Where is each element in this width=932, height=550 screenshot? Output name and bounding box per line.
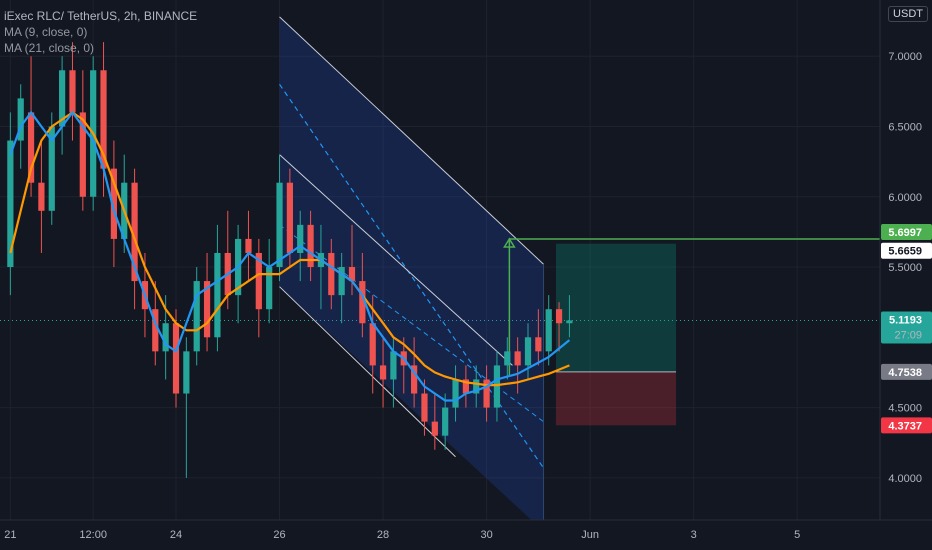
candle-body: [59, 70, 66, 127]
candle-body: [203, 281, 211, 338]
candle-body: [359, 281, 366, 324]
price-tag-entry: [881, 363, 932, 380]
x-tick-label: 24: [170, 529, 182, 541]
candle-body: [462, 379, 469, 394]
candle-body: [79, 112, 86, 197]
candle-body: [266, 267, 273, 310]
candle-body: [297, 224, 304, 253]
x-tick-label: 5: [794, 529, 800, 541]
chart-legend: iExec RLC/ TetherUS, 2h, BINANCE MA (9, …: [4, 8, 197, 56]
price-tag-label: 5.1193: [889, 315, 922, 327]
x-tick-label: 30: [480, 529, 492, 541]
candle-body: [493, 365, 501, 408]
price-axis-bg: [880, 0, 932, 550]
candle-body: [245, 238, 252, 253]
ma21-legend[interactable]: MA (21, close, 0): [4, 41, 95, 55]
candle-body: [504, 351, 511, 366]
candle-body: [38, 182, 45, 211]
candle-body: [7, 140, 14, 268]
candle-body: [172, 323, 180, 394]
price-tag-label: 5.6659: [888, 246, 922, 258]
candle-body: [442, 407, 449, 436]
x-tick-label: 26: [273, 529, 285, 541]
candle-body: [473, 379, 480, 394]
candle-body: [152, 309, 159, 352]
candle-body: [255, 252, 262, 310]
symbol-title[interactable]: iExec RLC/ TetherUS, 2h, BINANCE: [4, 9, 198, 23]
candle-body: [348, 267, 356, 282]
candle-body: [390, 351, 397, 380]
grid: [0, 0, 880, 520]
candle-body: [369, 323, 376, 366]
y-tick-label: 4.5000: [888, 403, 922, 415]
x-tick-label: 21: [4, 529, 16, 541]
candle-body: [110, 168, 117, 239]
candle-body: [421, 393, 428, 422]
candle-body: [452, 379, 459, 408]
y-tick-label: 4.0000: [888, 473, 922, 485]
y-tick-label: 7.0000: [888, 51, 922, 63]
candle-body: [379, 365, 387, 380]
channel-outer-top: [279, 16, 544, 265]
y-tick-label: 6.5000: [888, 121, 922, 133]
price-tag-label: 4.7538: [888, 367, 922, 379]
candle-body: [17, 98, 24, 141]
y-tick-label: 5.5000: [888, 262, 922, 274]
candle-body: [524, 337, 532, 366]
price-tag-last: [881, 311, 932, 344]
candle-body: [214, 252, 221, 338]
x-tick-label: 12:00: [79, 529, 107, 541]
y-tick-label: 6.0000: [888, 192, 922, 204]
moving-averages: [9, 110, 571, 402]
channel-inner-top: [279, 154, 513, 366]
candle-body: [514, 351, 521, 366]
regression-channels: [279, 16, 545, 532]
candle-body: [100, 70, 107, 169]
candle-body: [48, 126, 55, 211]
ma9-legend[interactable]: MA (9, close, 0): [4, 25, 88, 39]
currency-button[interactable]: USDT: [888, 6, 928, 22]
x-tick-label: 3: [691, 529, 697, 541]
target-zone: [555, 243, 677, 372]
long-position-tool[interactable]: [503, 237, 880, 426]
x-tick-label: Jun: [581, 529, 599, 541]
candle-body: [555, 309, 563, 324]
price-tag-target: [881, 223, 932, 240]
candle-body: [27, 112, 35, 183]
channel-inner-bottom: [279, 286, 456, 458]
ma9-line: [9, 110, 571, 402]
candle-body: [535, 337, 542, 352]
candle-body: [328, 252, 335, 296]
price-tag-label: 5.6997: [888, 227, 922, 239]
candle-body: [483, 379, 490, 408]
price-tags: 5.6997 5.6659 5.1193 27:09 4.7538 4.3737: [881, 223, 932, 434]
price-tag-label: 4.3737: [888, 420, 922, 432]
price-tag-stop: [881, 417, 932, 434]
candle-body: [69, 70, 76, 113]
stop-zone: [555, 371, 677, 426]
ma21-line: [9, 111, 570, 387]
countdown-label: 27:09: [894, 330, 922, 342]
arrow-head: [503, 237, 516, 248]
candle-body: [193, 281, 200, 352]
candle-body: [276, 182, 283, 268]
x-tick-label: 28: [377, 529, 389, 541]
candle-body: [307, 224, 314, 268]
candle-body: [566, 320, 573, 324]
candle-body: [131, 182, 138, 282]
candle-body: [431, 421, 438, 436]
candle-body: [162, 323, 169, 352]
candle-body: [338, 267, 345, 296]
candle-body: [411, 365, 418, 394]
price-tag-target-white: [881, 242, 932, 259]
candle-body: [545, 309, 552, 352]
candle-body: [183, 351, 190, 394]
time-axis-bg: [0, 520, 932, 550]
candle-body: [286, 182, 293, 253]
